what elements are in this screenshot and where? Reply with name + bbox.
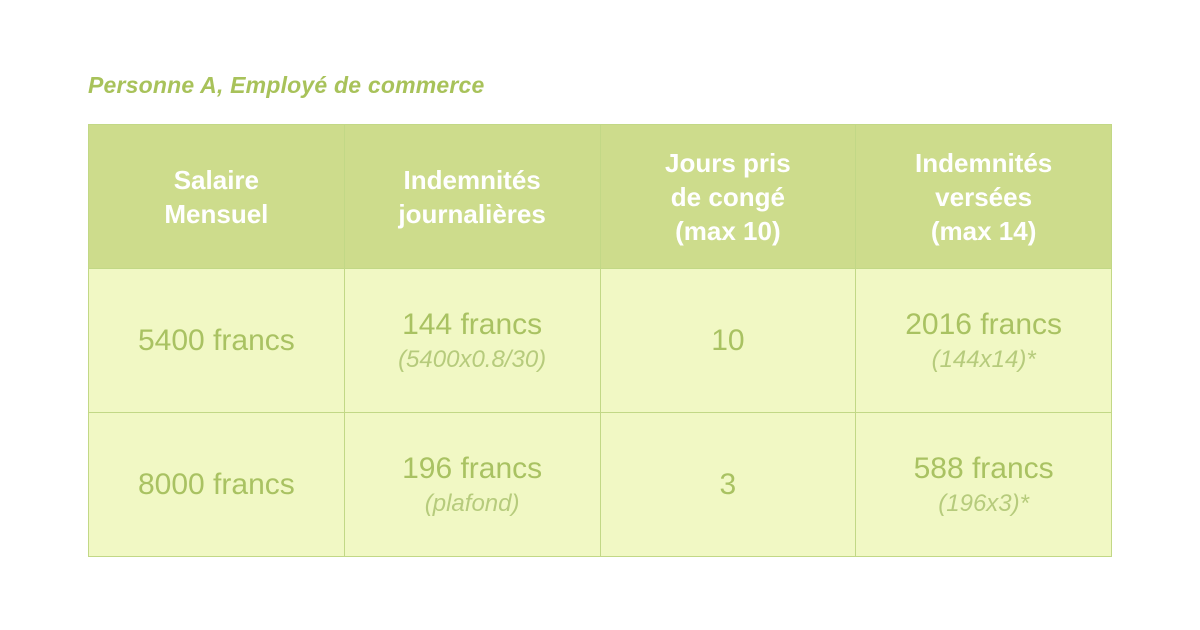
daily-value: 196 francs xyxy=(402,451,543,485)
cell-salary: 5400 francs xyxy=(88,268,345,413)
salary-value: 5400 francs xyxy=(137,323,295,357)
header-salary: Salaire Mensuel xyxy=(88,124,345,269)
daily-value: 144 francs xyxy=(402,307,543,341)
header-paid-line1: Indemnités xyxy=(915,147,1053,178)
page-title: Personne A, Employé de commerce xyxy=(88,72,485,98)
header-daily-line1: Indemnités xyxy=(403,164,541,195)
salary-value: 8000 francs xyxy=(137,467,295,501)
table-row: 8000 francs 196 francs (plafond) 3 588 f… xyxy=(88,412,1112,557)
header-daily: Indemnités journalières xyxy=(343,124,601,269)
cell-salary: 8000 francs xyxy=(88,412,345,557)
header-days-line3: (max 10) xyxy=(675,215,781,246)
paid-note: (196x3)* xyxy=(938,489,1029,517)
cell-paid: 588 francs (196x3)* xyxy=(855,412,1112,557)
paid-value: 588 francs xyxy=(913,451,1054,485)
paid-note: (144x14)* xyxy=(931,345,1036,373)
header-paid-line2: versées xyxy=(935,181,1033,212)
days-value: 10 xyxy=(711,323,745,357)
benefits-table: Salaire Mensuel Indemnités journalières … xyxy=(88,124,1112,557)
cell-days: 10 xyxy=(599,268,857,413)
header-days: Jours pris de congé (max 10) xyxy=(599,124,857,269)
daily-note: (5400x0.8/30) xyxy=(398,345,547,373)
cell-paid: 2016 francs (144x14)* xyxy=(855,268,1112,413)
days-value: 3 xyxy=(719,467,737,501)
cell-daily: 144 francs (5400x0.8/30) xyxy=(343,268,601,413)
header-paid: Indemnités versées (max 14) xyxy=(855,124,1112,269)
header-daily-line2: journalières xyxy=(398,198,546,229)
cell-days: 3 xyxy=(599,412,857,557)
header-salary-line1: Salaire xyxy=(173,164,260,195)
table-row: 5400 francs 144 francs (5400x0.8/30) 10 … xyxy=(88,268,1112,413)
header-row: Salaire Mensuel Indemnités journalières … xyxy=(88,124,1112,269)
header-days-line2: de congé xyxy=(670,181,785,212)
header-paid-line3: (max 14) xyxy=(930,215,1037,246)
header-days-line1: Jours pris xyxy=(665,147,791,178)
paid-value: 2016 francs xyxy=(905,307,1063,341)
header-salary-line2: Mensuel xyxy=(164,198,269,229)
cell-daily: 196 francs (plafond) xyxy=(343,412,601,557)
daily-note: (plafond) xyxy=(424,489,520,517)
